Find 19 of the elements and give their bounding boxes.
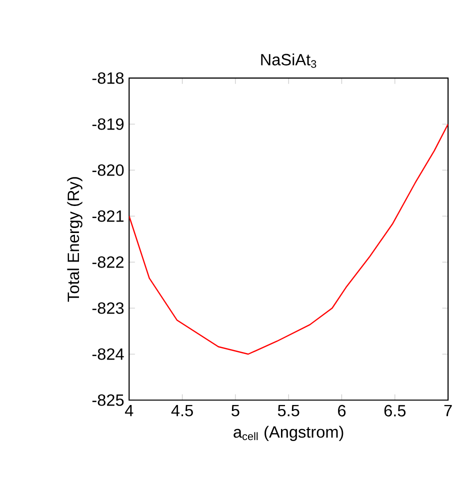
y-tick-label: -825 — [92, 394, 124, 406]
x-tick-label: 6 — [338, 404, 346, 416]
y-axis-title: Total Energy (Ry) — [67, 177, 82, 302]
y-tick-label: -819 — [92, 118, 124, 130]
y-tick-label: -823 — [92, 302, 124, 314]
line-series — [129, 123, 448, 355]
y-tick-label: -820 — [92, 164, 124, 176]
x-tick-label: 7 — [444, 404, 452, 416]
x-tick-label: 4.5 — [171, 404, 193, 416]
x-tick-label: 4 — [125, 404, 134, 416]
y-tick-label: -822 — [92, 256, 124, 268]
x-tick-label: 5.5 — [278, 404, 300, 416]
x-tick-label: 5 — [232, 404, 240, 416]
y-tick-label: -821 — [92, 210, 124, 222]
chart-title: NaSiAt$_{3}$ — [261, 54, 316, 68]
x-tick-label: 6.5 — [384, 404, 406, 416]
y-tick-label: -818 — [92, 72, 124, 84]
y-tick-label: -824 — [92, 348, 124, 360]
x-axis-title: a$_{cell}$ (Angstrom) — [234, 426, 344, 442]
